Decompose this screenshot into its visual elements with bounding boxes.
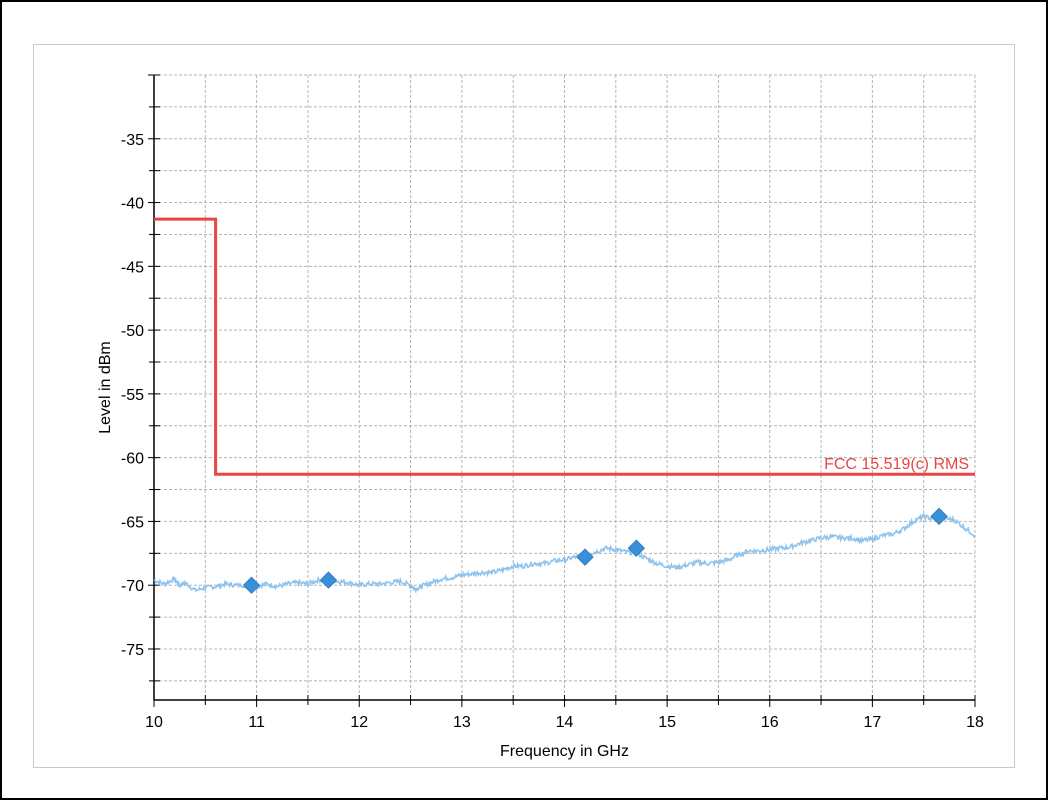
axes xyxy=(148,74,976,707)
labels-group: -35 -40 -45 -50 -55 -60 -65 -70 -75 10 11 12 13 14 15 1… xyxy=(121,132,984,731)
x-axis-title: Frequency in GHz xyxy=(500,743,629,760)
peak-marker-diamond xyxy=(627,539,646,557)
x-tick-label: 18 xyxy=(966,714,984,731)
markers-group xyxy=(242,507,948,594)
y-tick-label: -45 xyxy=(121,259,144,276)
y-tick-label: -35 xyxy=(121,132,144,149)
x-tick-label: 11 xyxy=(248,714,265,731)
y-axis-title: Level in dBm xyxy=(97,341,114,434)
y-tick-label: -40 xyxy=(121,196,144,213)
limit-line xyxy=(154,217,975,476)
peak-marker-diamond xyxy=(576,548,594,566)
y-tick-label: -55 xyxy=(121,387,144,404)
peak-marker-diamond xyxy=(319,571,338,589)
chart: -35 -40 -45 -50 -55 -60 -65 -70 -75 10 11 12 13 14 15 1… xyxy=(97,74,984,760)
limit-line-label: FCC 15.519(c) RMS xyxy=(824,456,969,473)
y-tick-label: -70 xyxy=(121,578,144,595)
x-tick-label: 15 xyxy=(658,714,676,731)
peak-marker-diamond xyxy=(930,507,948,526)
x-tick-label: 16 xyxy=(761,714,779,731)
x-tick-label: 14 xyxy=(556,714,574,731)
grid xyxy=(153,74,976,700)
x-tick-label: 10 xyxy=(145,714,163,731)
y-tick-label: -50 xyxy=(121,323,144,340)
y-tick-label: -75 xyxy=(121,642,144,659)
chart-panel: -35 -40 -45 -50 -55 -60 -65 -70 -75 10 11 12 13 14 15 1… xyxy=(33,44,1015,768)
y-tick-label: -65 xyxy=(121,514,144,531)
x-tick-label: 17 xyxy=(863,714,881,731)
x-tick-label: 13 xyxy=(453,714,471,731)
measurement-trace xyxy=(154,512,976,594)
limit-line-group xyxy=(154,217,975,476)
trace-group xyxy=(154,512,976,594)
peak-marker-diamond xyxy=(242,576,261,594)
y-tick-label: -60 xyxy=(121,451,144,468)
x-tick-label: 12 xyxy=(350,714,368,731)
